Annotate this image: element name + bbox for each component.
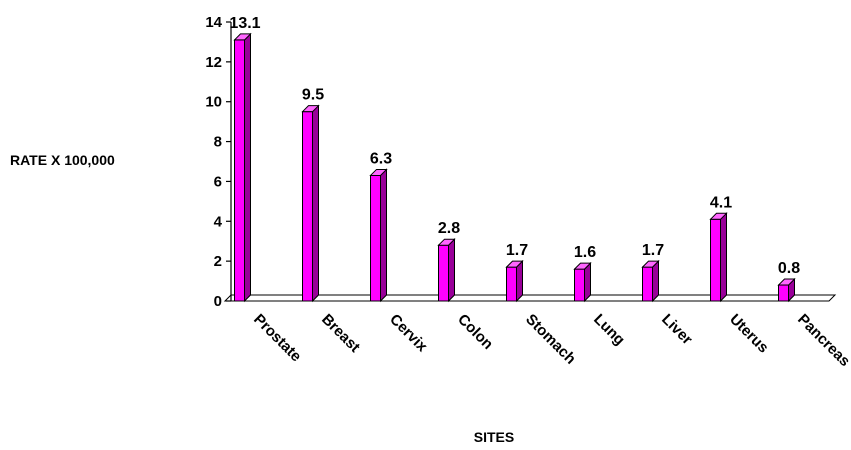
x-category-label: Pancreas <box>794 311 851 370</box>
y-tick-label: 14 <box>205 14 222 31</box>
bar <box>709 212 728 303</box>
bar-top <box>709 212 728 220</box>
x-axis-categories: Prostate Breast Cervix Colon Stomach Lung Live… <box>250 311 851 370</box>
bar-front <box>234 39 245 302</box>
bar-front <box>642 266 653 302</box>
x-axis-title: SITES <box>474 429 514 445</box>
bar <box>233 32 252 303</box>
y-tick-label: 0 <box>214 293 222 310</box>
bar <box>777 277 796 303</box>
bar-top <box>505 260 524 268</box>
bar-top <box>301 105 320 113</box>
bar <box>641 259 660 303</box>
x-category-label: Liver <box>658 311 695 348</box>
y-tick-label: 2 <box>214 253 222 270</box>
bar-front <box>438 244 449 302</box>
y-tick-label: 6 <box>214 173 222 190</box>
y-axis-title: RATE X 100,000 <box>10 152 115 168</box>
data-labels: 13.1 9.5 6.3 2.8 1.7 1.6 1.7 4.1 0.8 <box>229 15 800 277</box>
y-tick-label: 12 <box>205 54 222 71</box>
bar-top <box>233 33 252 41</box>
data-label: 9.5 <box>302 87 324 104</box>
bar-front <box>574 268 585 302</box>
x-category-label: Breast <box>318 311 363 356</box>
bar-side <box>652 259 659 303</box>
bar <box>437 237 456 303</box>
bar-top <box>777 278 796 286</box>
y-tick-label: 10 <box>205 94 222 111</box>
bar <box>505 259 524 303</box>
bar-front <box>370 174 381 302</box>
bar <box>301 104 320 303</box>
y-tick-label: 8 <box>214 134 222 151</box>
data-label: 2.8 <box>438 220 460 237</box>
x-category-label: Prostate <box>250 311 304 365</box>
x-category-label: Colon <box>454 311 496 353</box>
data-label: 13.1 <box>229 15 260 32</box>
data-label: 0.8 <box>778 260 800 277</box>
data-label: 1.7 <box>506 242 528 259</box>
x-category-label: Lung <box>590 311 628 349</box>
data-label: 6.3 <box>370 150 392 167</box>
bar-side <box>720 212 727 303</box>
bar-front <box>506 266 517 302</box>
bar-side <box>380 168 387 303</box>
bar-top <box>641 260 660 268</box>
x-category-label: Cervix <box>386 311 431 356</box>
bar <box>369 168 388 303</box>
bar-front <box>710 218 721 302</box>
bar-front <box>778 284 789 302</box>
data-label: 1.6 <box>574 244 596 261</box>
bar-front <box>302 111 313 302</box>
bar <box>573 261 592 303</box>
bar-side <box>312 104 319 303</box>
y-tick-label: 4 <box>214 213 223 230</box>
bar-top <box>573 262 592 270</box>
bar-top <box>437 238 456 246</box>
data-label: 1.7 <box>642 242 664 259</box>
bars <box>233 32 796 303</box>
y-axis: 0 2 4 6 8 10 12 14 <box>205 14 232 310</box>
x-category-label: Stomach <box>522 311 579 368</box>
bar-side <box>448 237 455 303</box>
bar-side <box>516 259 523 303</box>
x-category-label: Uterus <box>726 311 772 357</box>
data-label: 4.1 <box>710 194 732 211</box>
bar-top <box>369 168 388 176</box>
bar-side <box>244 32 251 303</box>
